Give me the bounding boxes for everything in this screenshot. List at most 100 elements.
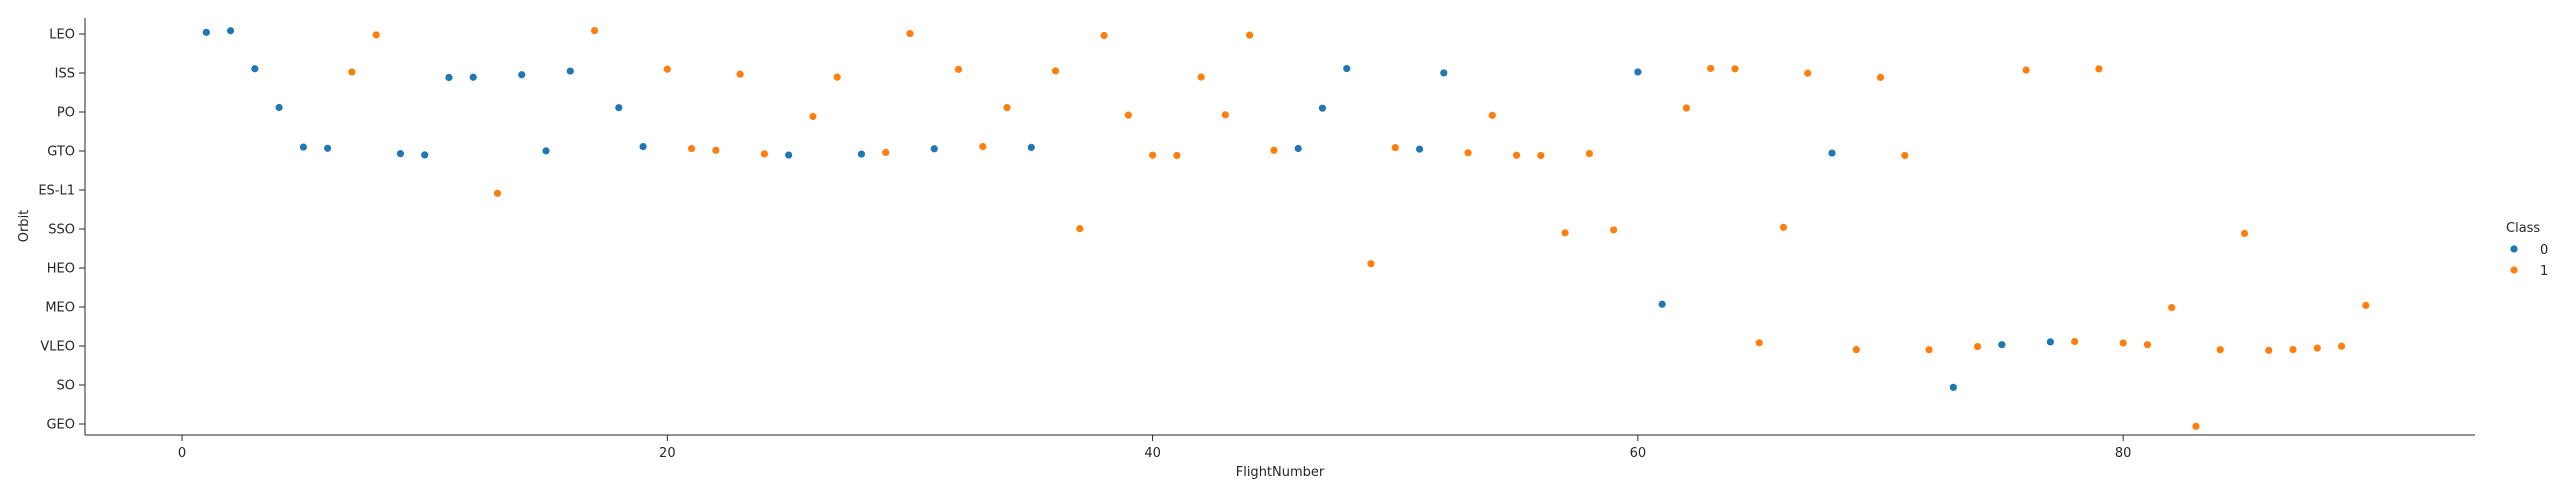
point-class-1 (493, 189, 502, 197)
point-class-0 (1027, 143, 1035, 151)
point-class-1 (2119, 339, 2127, 347)
point-class-1 (1246, 31, 1254, 39)
point-class-0 (1949, 383, 1957, 391)
point-class-0 (615, 104, 623, 112)
point-class-1 (1876, 73, 1885, 81)
point-class-1 (809, 112, 817, 121)
point-class-1 (1051, 67, 1060, 75)
point-class-1 (1197, 73, 1205, 81)
point-class-0 (421, 151, 429, 159)
point-class-1 (906, 29, 914, 38)
legend-label-1: 1 (2540, 264, 2548, 279)
point-class-1 (1707, 64, 1715, 73)
point-class-0 (251, 65, 259, 73)
x-axis-title: FlightNumber (1236, 465, 1325, 480)
point-class-0 (639, 142, 647, 151)
point-class-1 (1852, 345, 1860, 354)
point-class-0 (299, 143, 307, 151)
point-class-1 (1561, 229, 1569, 237)
point-class-1 (2095, 65, 2103, 73)
point-class-1 (2265, 346, 2273, 354)
point-class-1 (833, 73, 841, 81)
point-class-1 (1488, 111, 1496, 119)
point-class-1 (1973, 342, 1982, 351)
y-axis-title: Orbit (17, 210, 32, 243)
point-class-0 (469, 73, 477, 81)
point-class-1 (1779, 223, 1788, 231)
point-class-1 (1367, 260, 1375, 268)
point-class-1 (1682, 104, 1691, 112)
point-class-0 (1658, 300, 1666, 308)
point-class-1 (2313, 344, 2321, 352)
point-class-1 (882, 148, 890, 157)
point-class-1 (2192, 422, 2200, 430)
y-tick-label: MEO (45, 301, 75, 316)
point-class-1 (1901, 151, 1909, 160)
point-class-1 (1610, 226, 1618, 234)
x-tick-label: 0 (178, 446, 186, 461)
legend-label-0: 0 (2540, 243, 2548, 258)
point-class-1 (736, 70, 744, 78)
point-class-0 (1998, 341, 2006, 349)
point-class-1 (590, 26, 599, 35)
y-tick-label: LEO (49, 28, 75, 43)
point-class-1 (1585, 149, 1593, 158)
point-class-1 (2168, 303, 2176, 312)
x-axis-ticks: 0 20 40 60 80 (178, 435, 2131, 461)
point-class-1 (979, 142, 987, 151)
point-class-1 (1003, 104, 1011, 112)
point-class-1 (712, 146, 720, 154)
point-class-1 (687, 144, 696, 153)
y-tick-label: SO (57, 379, 75, 394)
point-class-1 (663, 65, 671, 73)
y-axis-ticks: LEO ISS PO GTO ES-L1 SSO HEO MEO VLEO SO GEO (38, 28, 85, 433)
point-class-0 (1415, 145, 1424, 153)
point-class-0 (542, 147, 550, 155)
point-class-1 (348, 68, 356, 76)
point-class-1 (760, 150, 768, 158)
legend: Class 0 1 (2506, 221, 2548, 279)
legend-marker-0 (2510, 245, 2518, 253)
point-class-1 (1270, 146, 1278, 154)
point-class-0 (518, 71, 526, 79)
y-tick-label: SSO (48, 223, 75, 238)
point-class-0 (324, 144, 332, 152)
point-class-1 (2071, 337, 2079, 346)
legend-title: Class (2506, 221, 2540, 236)
point-class-1 (1100, 31, 1108, 40)
point-class-0 (1318, 104, 1327, 112)
point-class-0 (2046, 338, 2054, 346)
plot-area (202, 26, 2370, 430)
y-tick-label: PO (57, 106, 75, 121)
point-class-1 (2240, 229, 2249, 238)
point-class-1 (1512, 151, 1521, 159)
y-tick-label: HEO (47, 262, 75, 277)
point-class-0 (1294, 144, 1302, 153)
y-tick-label: VLEO (40, 340, 75, 355)
point-class-1 (1925, 346, 1933, 354)
point-class-1 (1173, 151, 1181, 160)
point-class-0 (785, 151, 793, 159)
y-tick-label: GEO (46, 418, 75, 433)
x-tick-label: 40 (1144, 446, 1161, 461)
point-class-0 (1343, 64, 1351, 73)
point-class-1 (1537, 151, 1545, 160)
point-class-1 (1124, 111, 1132, 119)
point-class-1 (2143, 341, 2152, 349)
point-class-1 (2362, 301, 2370, 309)
point-class-1 (2289, 345, 2297, 354)
point-class-0 (857, 150, 866, 158)
point-class-0 (566, 67, 574, 75)
point-class-1 (1149, 151, 1157, 159)
point-class-0 (202, 28, 210, 36)
point-class-0 (1440, 69, 1448, 77)
point-class-1 (2216, 346, 2224, 354)
point-class-1 (1464, 149, 1472, 157)
point-class-0 (275, 103, 283, 112)
x-tick-label: 20 (659, 446, 676, 461)
point-class-1 (2337, 342, 2346, 350)
point-class-1 (1076, 225, 1084, 233)
point-class-1 (2022, 66, 2030, 74)
x-tick-label: 60 (1630, 446, 1647, 461)
